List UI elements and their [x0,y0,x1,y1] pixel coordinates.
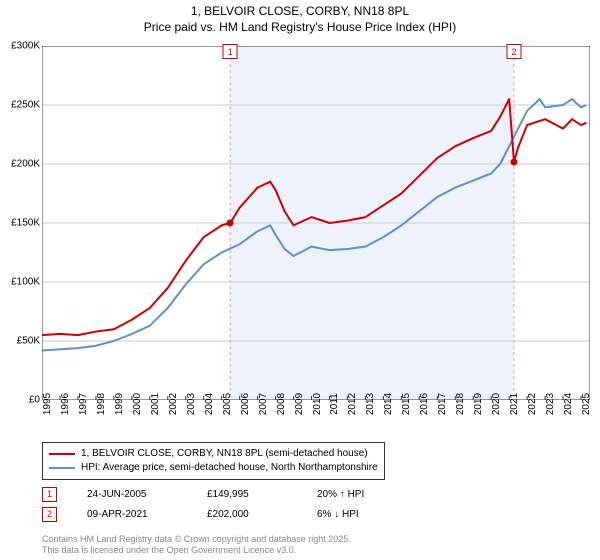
sale-date: 09-APR-2021 [87,509,177,520]
legend-row: HPI: Average price, semi-detached house,… [49,461,378,475]
xtick-label: 2002 [168,393,179,415]
legend-swatch-2 [49,467,75,469]
sale-marker-num: 2 [47,509,52,519]
legend: 1, BELVOIR CLOSE, CORBY, NN18 8PL (semi-… [42,442,385,480]
title-block: 1, BELVOIR CLOSE, CORBY, NN18 8PL Price … [0,0,600,35]
sale-date: 24-JUN-2005 [87,489,177,500]
footer-line1: Contains HM Land Registry data © Crown c… [42,534,351,545]
xtick-label: 2000 [132,393,143,415]
xtick-label: 2017 [437,393,448,415]
legend-label-2: HPI: Average price, semi-detached house,… [81,461,378,475]
sale-delta: 6% ↓ HPI [317,509,359,520]
xtick-label: 2023 [545,393,556,415]
sale-marker-1: 1 [42,487,57,502]
ytick-label: £100K [2,277,40,288]
xtick-label: 2010 [312,393,323,415]
sale-marker-box: 1 [223,44,238,59]
xtick-label: 2024 [563,393,574,415]
xtick-label: 2006 [240,393,251,415]
xtick-label: 1996 [60,393,71,415]
chart-area: 12 [42,46,590,400]
xtick-label: 2013 [365,393,376,415]
sale-price: £149,995 [207,489,287,500]
plot-svg [42,46,590,400]
xtick-label: 2011 [329,393,340,415]
xtick-label: 2022 [527,393,538,415]
sale-marker-num: 1 [47,489,52,499]
footer-line2: This data is licensed under the Open Gov… [42,545,351,556]
xtick-label: 2009 [294,393,305,415]
ytick-label: £150K [2,218,40,229]
sale-marker-box: 2 [506,44,521,59]
chart-container: 1, BELVOIR CLOSE, CORBY, NN18 8PL Price … [0,0,600,560]
xtick-label: 2014 [383,393,394,415]
sales-row: 2 09-APR-2021 £202,000 6% ↓ HPI [42,504,364,524]
xtick-label: 2003 [186,393,197,415]
xtick-label: 2018 [455,393,466,415]
sale-dot [510,158,517,165]
xtick-label: 2008 [276,393,287,415]
xtick-label: 1995 [42,393,53,415]
xtick-label: 2021 [509,393,520,415]
sale-dot [227,220,234,227]
sale-price: £202,000 [207,509,287,520]
ytick-label: £250K [2,100,40,111]
sales-row: 1 24-JUN-2005 £149,995 20% ↑ HPI [42,484,364,504]
xtick-label: 2019 [473,393,484,415]
xtick-label: 2015 [401,393,412,415]
sales-table: 1 24-JUN-2005 £149,995 20% ↑ HPI 2 09-AP… [42,484,364,524]
title-line1: 1, BELVOIR CLOSE, CORBY, NN18 8PL [0,4,600,20]
legend-row: 1, BELVOIR CLOSE, CORBY, NN18 8PL (semi-… [49,447,378,461]
xtick-label: 1997 [78,393,89,415]
xtick-label: 2007 [258,393,269,415]
xtick-label: 2012 [347,393,358,415]
footer: Contains HM Land Registry data © Crown c… [42,534,351,556]
xtick-label: 1998 [96,393,107,415]
xtick-label: 2020 [491,393,502,415]
xtick-label: 2005 [222,393,233,415]
xtick-label: 1999 [114,393,125,415]
xtick-label: 2001 [150,393,161,415]
xtick-label: 2025 [581,393,592,415]
legend-swatch-1 [49,453,75,455]
legend-label-1: 1, BELVOIR CLOSE, CORBY, NN18 8PL (semi-… [81,447,368,461]
ytick-label: £300K [2,41,40,52]
sale-delta: 20% ↑ HPI [317,489,364,500]
title-line2: Price paid vs. HM Land Registry's House … [0,20,600,36]
ytick-label: £50K [2,336,40,347]
xtick-label: 2004 [204,393,215,415]
xtick-label: 2016 [419,393,430,415]
ytick-label: £0 [2,395,40,406]
ytick-label: £200K [2,159,40,170]
sale-marker-2: 2 [42,507,57,522]
